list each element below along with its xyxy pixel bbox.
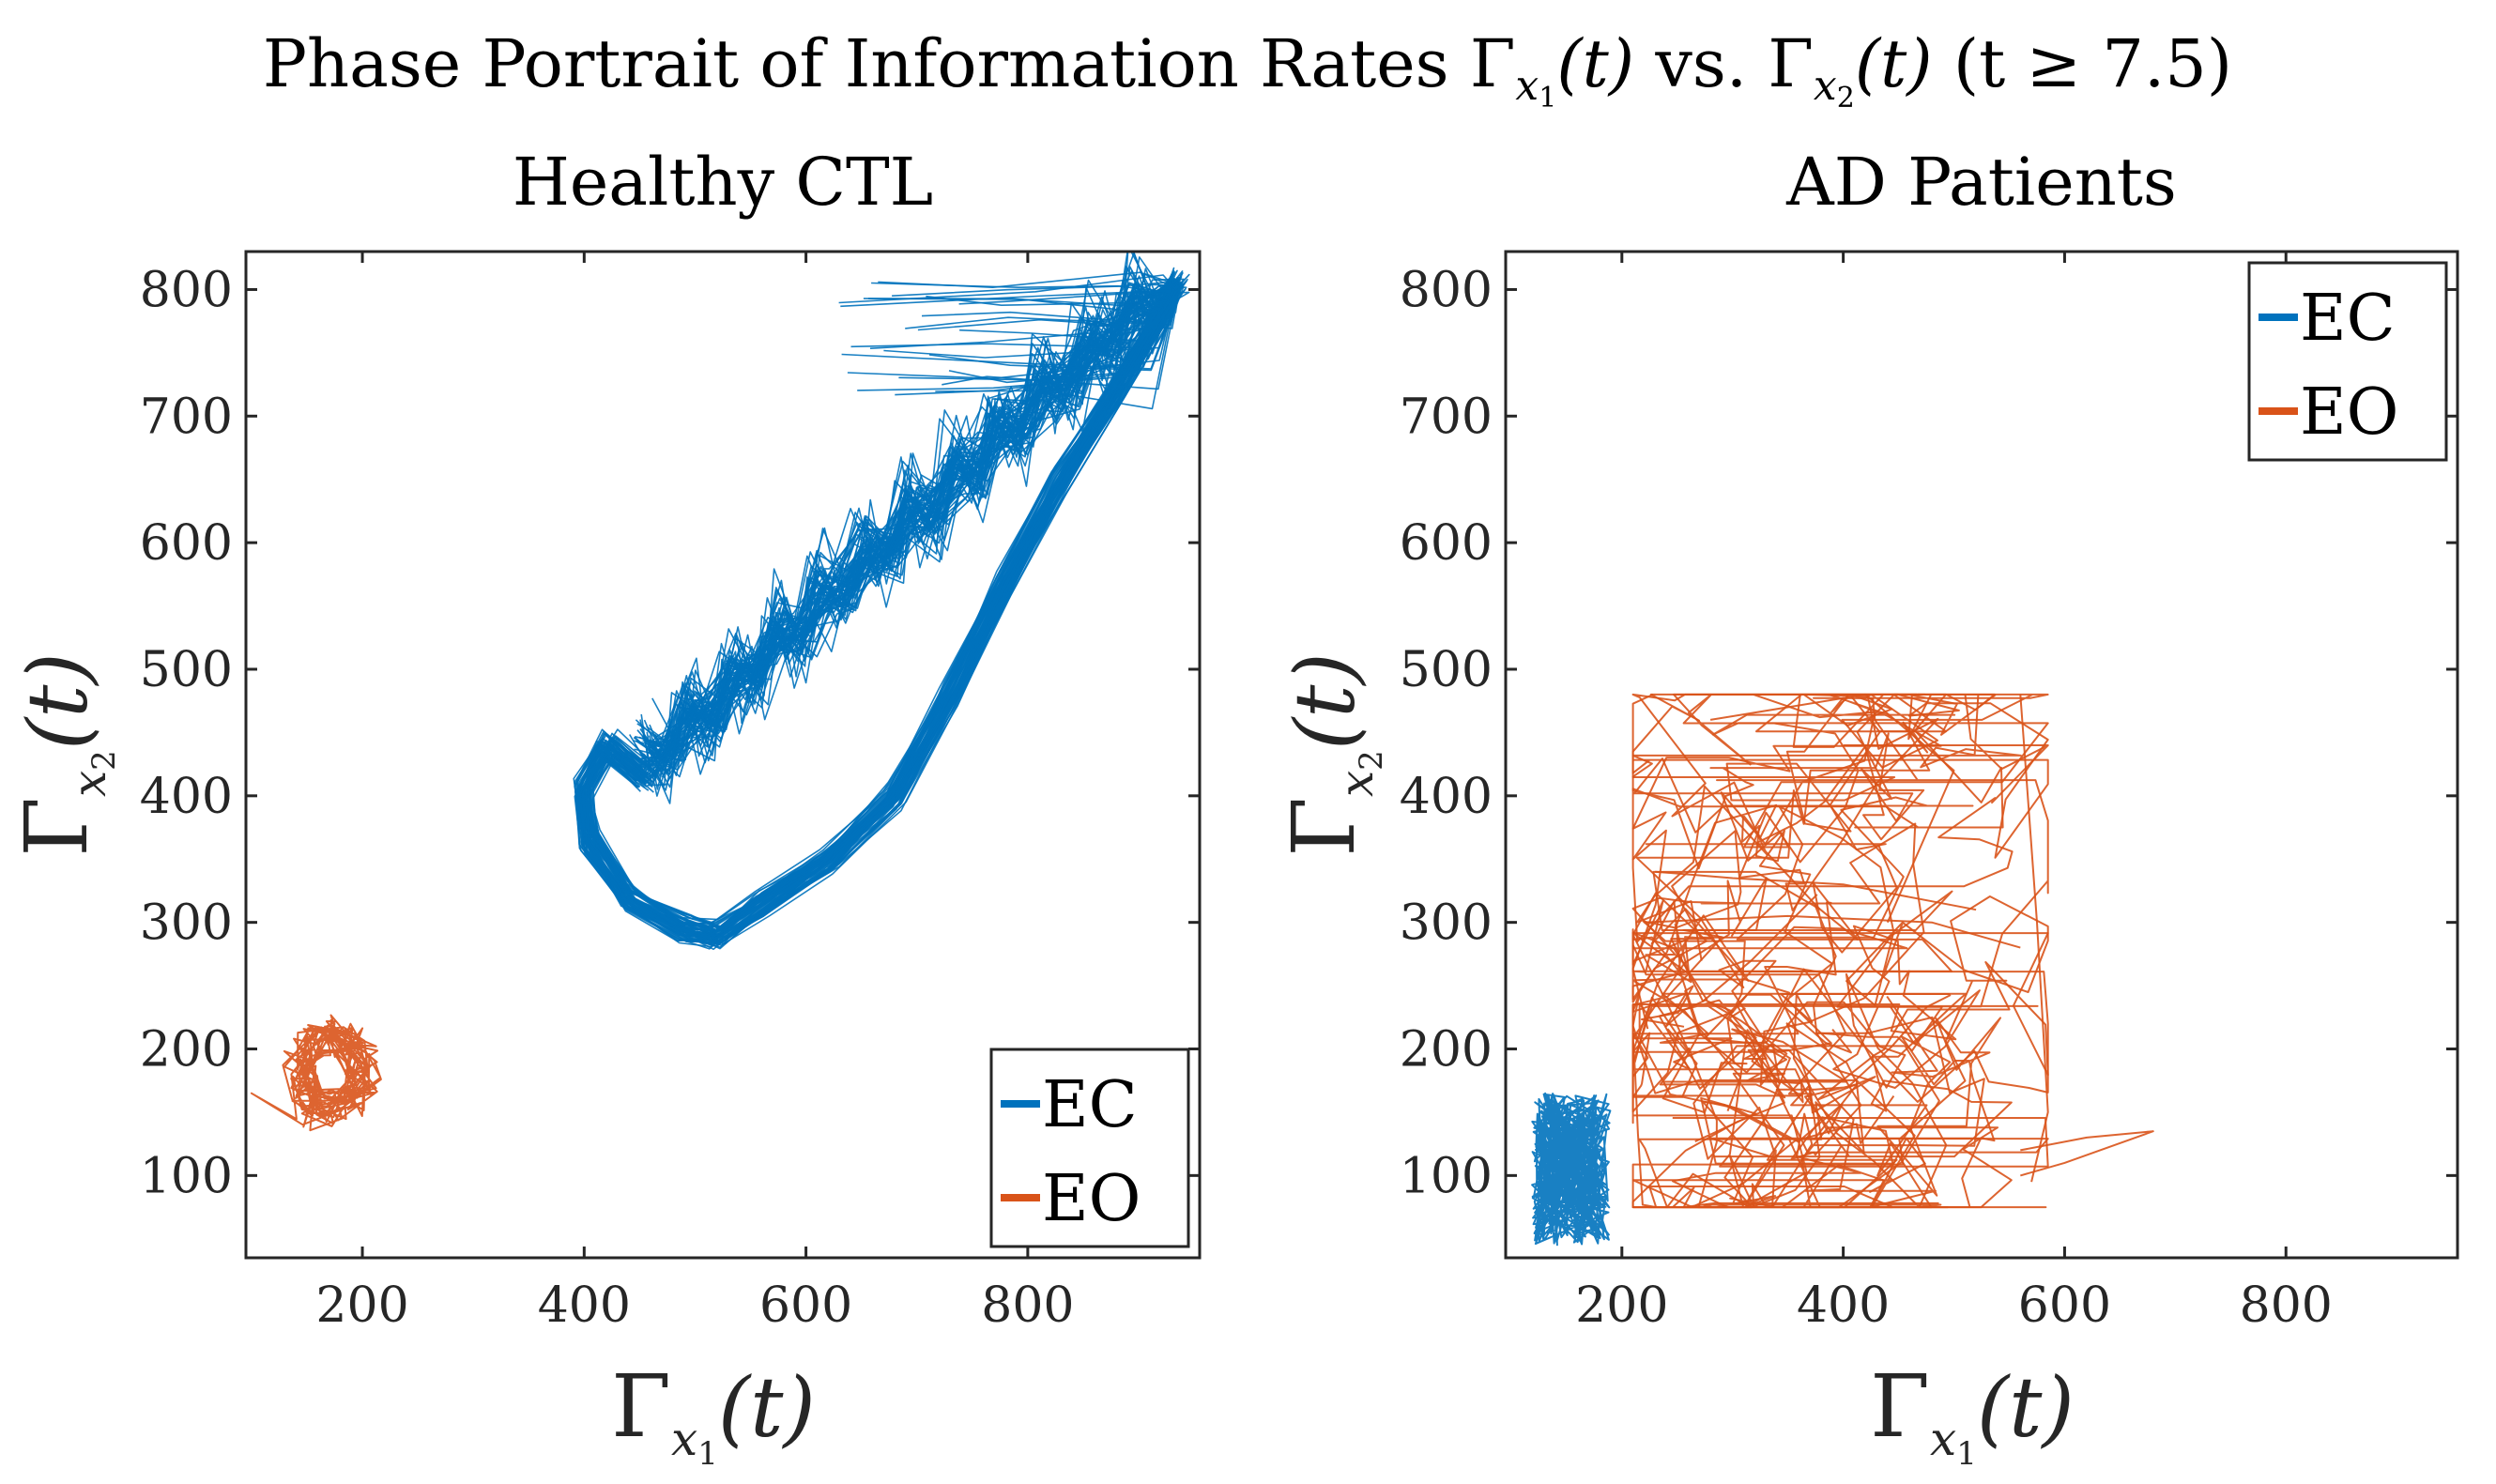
- series-eo-trajectory: [1631, 693, 2049, 1114]
- y-tick-label: 700: [1400, 389, 1493, 445]
- series-eo-trajectory: [2020, 1130, 2154, 1177]
- y-tick-label: 800: [1400, 262, 1493, 318]
- series-ec-trajectory: [878, 271, 1178, 290]
- x-tick-label: 800: [981, 1277, 1074, 1334]
- legend-label-ec: EC: [2300, 282, 2396, 356]
- y-tick-label: 500: [1400, 642, 1493, 698]
- y-tick-label: 200: [140, 1022, 233, 1079]
- series-eo-trajectory: [1659, 995, 2001, 1209]
- y-tick-label: 400: [1400, 769, 1493, 825]
- series-eo-trajectory: [1631, 803, 2049, 1209]
- x-tick-label: 400: [1797, 1277, 1890, 1334]
- x-axis-label: Γx1(t): [611, 1356, 816, 1473]
- series-ec: [573, 252, 1190, 951]
- series-ec-trajectory: [942, 292, 1179, 390]
- series-ec-trajectory: [895, 289, 1179, 396]
- legend-label-ec: EC: [1042, 1068, 1138, 1142]
- y-tick-label: 700: [140, 389, 233, 445]
- x-tick-label: 800: [2240, 1277, 2333, 1334]
- series-ec-trajectory: [578, 273, 1172, 933]
- x-tick-label: 200: [315, 1277, 408, 1334]
- series-eo-trajectory: [1709, 693, 1955, 924]
- panel-title: Healthy CTL: [513, 144, 933, 221]
- y-tick-label: 200: [1400, 1022, 1493, 1079]
- panel-title: AD Patients: [1785, 144, 2177, 221]
- legend-label-eo: EO: [1042, 1162, 1141, 1236]
- series-eo-trajectory: [1644, 914, 2021, 949]
- series-eo-trajectory: [1655, 870, 1977, 911]
- series-ec-trajectory: [869, 293, 1179, 349]
- x-tick-label: 400: [538, 1277, 631, 1334]
- y-tick-label: 300: [1400, 895, 1493, 952]
- x-tick-label: 600: [2018, 1277, 2111, 1334]
- series-eo: [250, 1014, 382, 1132]
- y-axis-label: Γx2(t): [7, 652, 123, 857]
- panel-healthy-ctl: 200 400 600 800 100 200 300 400 500 600 700 800 Heal…: [7, 144, 1202, 1473]
- y-tick-label: 300: [140, 895, 233, 952]
- legend-box: [989, 1048, 1190, 1248]
- x-tick-label: 600: [759, 1277, 852, 1334]
- series-group: [1531, 693, 2154, 1247]
- series-eo: [1631, 693, 2154, 1209]
- y-tick-label: 100: [140, 1148, 233, 1204]
- series-ec-trajectory: [838, 274, 1179, 304]
- series-eo-trajectory: [1631, 877, 1898, 1209]
- legend-label-eo: EO: [2300, 375, 2398, 450]
- series-eo-trajectory: [1631, 693, 2049, 1085]
- panel-ad-patients: 200 400 600 800 100 200 300 400 500 600 700 800 AD P…: [1274, 144, 2459, 1473]
- series-ec-trajectory: [841, 295, 1179, 370]
- y-tick-label: 100: [1400, 1148, 1493, 1204]
- series-ec-trajectory: [579, 272, 1171, 926]
- y-tick-label: 800: [140, 262, 233, 318]
- axes-box: [244, 250, 1202, 1260]
- series-ec-trajectory: [917, 300, 1178, 331]
- y-tick-label: 500: [140, 642, 233, 698]
- series-eo-trajectory: [250, 1014, 382, 1132]
- y-tick-label: 400: [140, 769, 233, 825]
- figure-title: Phase Portrait of Information Rates Γx1(…: [263, 25, 2232, 115]
- y-axis-label: Γx2(t): [1274, 652, 1390, 857]
- y-tick-label: 600: [140, 515, 233, 572]
- legend-box: [2247, 261, 2448, 462]
- series-ec-trajectory: [959, 296, 1179, 343]
- legend: EC EO: [989, 1048, 1190, 1248]
- series-eo-trajectory: [1631, 822, 1948, 1209]
- series-ec-trajectory: [863, 297, 1178, 312]
- x-axis-label: Γx1(t): [1870, 1356, 2075, 1473]
- series-eo-trajectory: [2019, 694, 2049, 1183]
- series-ec-trajectory: [1531, 1092, 1612, 1247]
- series-ec: [1531, 1092, 1612, 1247]
- series-group: [250, 252, 1190, 1132]
- series-ec-trajectory: [581, 282, 1172, 935]
- y-tick-label: 600: [1400, 515, 1493, 572]
- series-ec-trajectory: [898, 287, 1179, 381]
- legend: EC EO: [2247, 261, 2448, 462]
- axes-box: [1504, 250, 2459, 1260]
- x-tick-label: 200: [1575, 1277, 1668, 1334]
